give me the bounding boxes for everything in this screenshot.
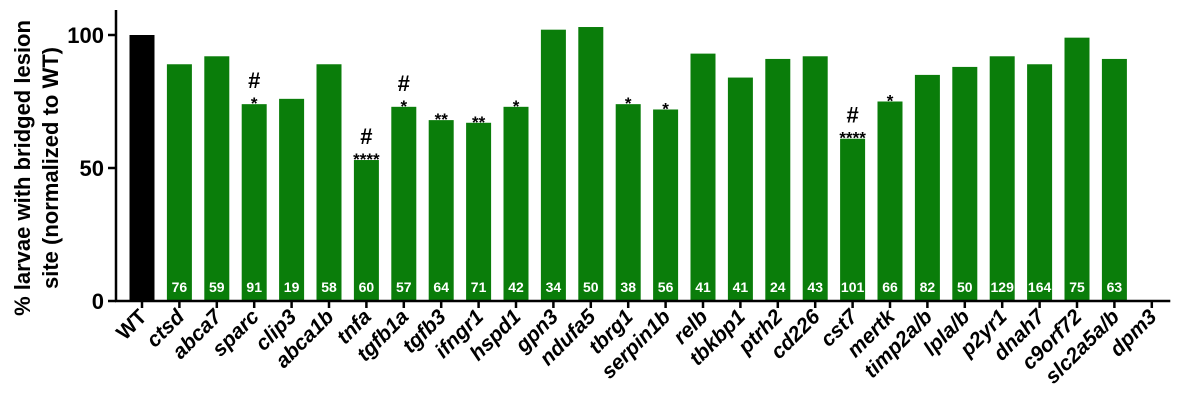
bar-ptrh2: [765, 58, 791, 301]
n-label: 60: [359, 279, 375, 295]
significance-marker: **: [472, 113, 486, 132]
bar-mertk: [877, 101, 903, 301]
n-label: 56: [658, 279, 674, 295]
n-label: 50: [957, 279, 973, 295]
significance-marker: *: [662, 99, 669, 118]
n-label: 64: [433, 279, 449, 295]
bar-serpin1b: [653, 109, 679, 301]
y-tick-label: 50: [80, 156, 104, 181]
n-label: 76: [172, 279, 188, 295]
y-axis-label-line-1: % larvae with bridged lesion: [10, 20, 35, 316]
bar-hspd1: [503, 106, 529, 301]
bar-tnfa: [353, 160, 379, 301]
n-label: 42: [508, 279, 524, 295]
bar-tgfb3: [428, 120, 454, 302]
n-label: 58: [321, 279, 337, 295]
bar-abca7: [204, 56, 230, 301]
bar-gpn3: [540, 29, 566, 302]
n-label: 71: [471, 279, 487, 295]
hash-marker: #: [360, 124, 372, 149]
hash-marker: #: [248, 68, 260, 93]
y-axis-label-line-2: site (normalized to WT): [38, 47, 63, 289]
significance-marker: *: [887, 92, 894, 111]
bar-ifngr1: [466, 122, 492, 301]
n-label: 24: [770, 279, 786, 295]
bar-p2yr1: [989, 56, 1015, 301]
bar-ndufa5: [578, 27, 604, 302]
bar-timp2a-b: [914, 74, 940, 302]
bar-cd226: [802, 56, 828, 301]
bar-c9orf72: [1064, 37, 1090, 301]
x-axis: WTctsdabca7sparcclip3abca1btnfatgfb1atgf…: [112, 299, 1171, 388]
n-label: 75: [1069, 279, 1085, 295]
bar-wt: [129, 35, 155, 301]
n-label: 57: [396, 279, 412, 295]
n-label: 129: [991, 279, 1015, 295]
n-label: 41: [733, 279, 749, 295]
n-label: 63: [1107, 279, 1123, 295]
n-label: 41: [695, 279, 711, 295]
n-label: 34: [546, 279, 562, 295]
y-tick-label: 0: [92, 289, 104, 314]
bar-dnah7: [1027, 64, 1053, 301]
bar-tbkbp1: [727, 77, 753, 301]
bar-clip3: [279, 98, 305, 301]
hash-marker: #: [398, 71, 410, 96]
significance-marker: ****: [839, 129, 866, 148]
significance-marker: *: [251, 94, 258, 113]
significance-marker: **: [435, 110, 449, 129]
significance-marker: ****: [353, 150, 380, 169]
n-label: 59: [209, 279, 225, 295]
n-label: 66: [882, 279, 898, 295]
significance-markers: *#****#*#** *** * *****#*: [248, 68, 894, 169]
bar-relb: [690, 53, 716, 302]
significance-marker: *: [625, 94, 632, 113]
n-label: 82: [920, 279, 936, 295]
n-label: 38: [620, 279, 636, 295]
significance-marker: *: [400, 97, 407, 116]
y-tick-label: 100: [67, 23, 104, 48]
n-label: 50: [583, 279, 599, 295]
bar-lpla-b: [952, 66, 978, 301]
bar-slc2a5a-b: [1101, 58, 1127, 301]
significance-marker: *: [513, 97, 520, 116]
n-label: 101: [841, 279, 865, 295]
bar-abca1b: [316, 64, 342, 301]
n-label: 43: [807, 279, 823, 295]
n-label: 91: [246, 279, 262, 295]
bar-cst7: [840, 138, 866, 301]
y-axis: 0 50 100: [67, 10, 118, 314]
bars: [129, 27, 1127, 302]
n-labels: 76 59 91 19 58 60 57 64 71 42 34 50 38 56 41 41 24 43 101 6…: [172, 279, 1123, 295]
n-label: 164: [1028, 279, 1052, 295]
bar-tgfb1a: [391, 106, 417, 301]
y-axis-label: % larvae with bridged lesion site (norma…: [10, 20, 63, 316]
bar-tbrg1: [615, 104, 641, 301]
hash-marker: #: [846, 103, 858, 128]
bar-sparc: [241, 104, 267, 301]
n-label: 19: [284, 279, 300, 295]
bar-ctsd: [166, 64, 192, 301]
